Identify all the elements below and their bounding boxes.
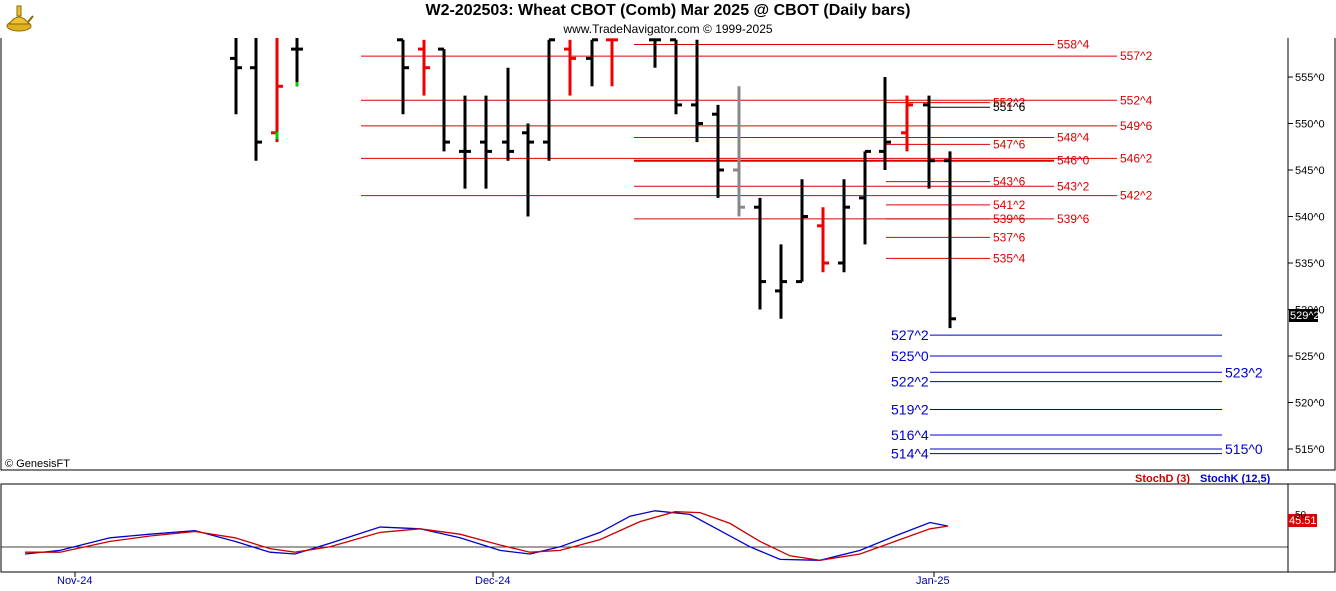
- red-level-label: 558^4: [1057, 37, 1090, 51]
- y-tick-label: 555^0: [1295, 72, 1325, 84]
- red-level-label: 549^6: [1120, 119, 1153, 133]
- price-pane: [0, 36, 1289, 471]
- red-level-label: 542^2: [1120, 189, 1153, 203]
- red-level-label: 546^0: [1057, 154, 1090, 168]
- red-level-label: 552^4: [1120, 93, 1153, 107]
- stochd-line: [25, 511, 949, 561]
- red-level-label: 557^2: [1120, 49, 1153, 63]
- blue-level-label: 523^2: [1225, 364, 1263, 380]
- x-tick-label: Jan-25: [916, 575, 950, 587]
- red-level-label: 535^4: [993, 251, 1026, 265]
- stochastic-lines: [24, 510, 949, 561]
- red-level-label: 541^2: [993, 198, 1026, 212]
- y-tick-label: 540^0: [1295, 212, 1325, 224]
- stoch-value-flag: [1288, 514, 1317, 527]
- red-level-label: 543^2: [1057, 179, 1090, 193]
- stoch-value-label: 45.51: [1289, 515, 1317, 527]
- y-tick-label: 545^0: [1295, 165, 1325, 177]
- blue-level-label: 522^2: [891, 374, 929, 390]
- red-level-label: 547^6: [993, 137, 1026, 151]
- copyright-text: © GenesisFT: [5, 458, 70, 470]
- price-axis: [1287, 36, 1336, 471]
- blue-level-label: 527^2: [891, 327, 929, 343]
- title-bar: W2-202503: Wheat CBOT (Comb) Mar 2025 @ …: [0, 0, 1336, 38]
- stoch-tick-50: 50: [1295, 510, 1307, 521]
- y-tick-label: 525^0: [1295, 351, 1325, 363]
- blue-level-label: 515^0: [1225, 441, 1263, 457]
- red-level-label: 546^2: [1120, 151, 1153, 165]
- blue-level-label: 514^4: [891, 446, 929, 462]
- indicator-pane: [0, 483, 1289, 573]
- indicator-axis: [1287, 483, 1336, 573]
- y-tick-label: 535^0: [1295, 258, 1325, 270]
- y-tick-label: 520^0: [1295, 398, 1325, 410]
- x-tick-label: Nov-24: [57, 575, 92, 587]
- blue-level-label: 525^0: [891, 348, 929, 364]
- blue-level-label: 516^4: [891, 427, 929, 443]
- chart-subtitle: www.TradeNavigator.com © 1999-2025: [563, 22, 773, 36]
- red-level-label: 543^6: [993, 175, 1026, 189]
- red-level-label: 537^6: [993, 230, 1026, 244]
- y-axis-ticks: 515^0520^0525^0530^0535^0540^0545^0550^0…: [1288, 72, 1325, 456]
- last-price-label: 529^2: [1290, 310, 1320, 322]
- red-level-label: 539^6: [993, 212, 1026, 226]
- legend-stochk: StochK (12,5): [1200, 473, 1271, 485]
- y-tick-label: 515^0: [1295, 444, 1325, 456]
- black-level-label: 551^6: [993, 100, 1026, 114]
- legend-stochd: StochD (3): [1135, 473, 1190, 485]
- red-level-label: 548^4: [1057, 130, 1090, 144]
- x-axis-ticks: Nov-24 Dec-24 Jan-25: [57, 572, 950, 587]
- genie-lamp-icon: [6, 5, 34, 32]
- red-level-label: 539^6: [1057, 212, 1090, 226]
- blue-level-label: 519^2: [891, 401, 929, 417]
- chart-title: W2-202503: Wheat CBOT (Comb) Mar 2025 @ …: [425, 2, 911, 19]
- red-level-label: 552^2: [993, 96, 1026, 110]
- y-tick-label: 550^0: [1295, 119, 1325, 131]
- last-price-flag: [1289, 309, 1318, 322]
- price-bars: [230, 37, 956, 329]
- x-tick-label: Dec-24: [475, 575, 510, 587]
